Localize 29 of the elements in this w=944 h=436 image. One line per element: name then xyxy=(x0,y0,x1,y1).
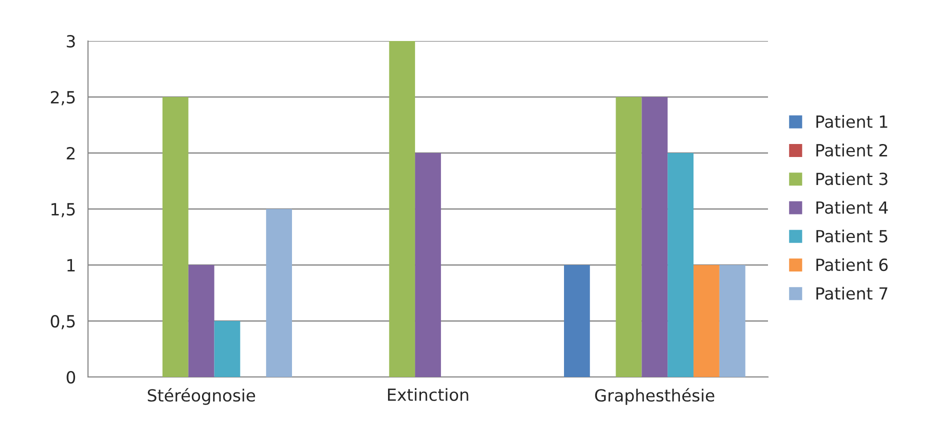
bar xyxy=(616,97,642,377)
bar xyxy=(668,153,694,377)
y-tick-label: 2 xyxy=(66,146,75,160)
legend-label: Patient 3 xyxy=(816,172,888,186)
y-tick-label: 0 xyxy=(66,370,76,384)
y-tick-label: 0,5 xyxy=(50,314,75,330)
y-tick-label: 2,5 xyxy=(50,90,75,106)
bar xyxy=(642,97,668,377)
bar xyxy=(214,321,240,377)
x-tick-label: Graphesthésie xyxy=(595,388,714,405)
legend-label: Patient 6 xyxy=(816,258,888,272)
bar xyxy=(719,265,746,377)
legend-label: Patient 7 xyxy=(816,286,888,300)
bar xyxy=(389,41,416,377)
bar xyxy=(415,153,441,377)
y-tick-label: 1,5 xyxy=(52,203,75,218)
legend-label: Patient 5 xyxy=(816,230,888,242)
bar xyxy=(266,209,292,377)
y-tick-label: 1 xyxy=(67,259,75,272)
x-tick-label: Extinction xyxy=(388,388,468,402)
y-tick-label: 3 xyxy=(66,34,75,48)
bar xyxy=(162,97,188,377)
legend-label: Patient 2 xyxy=(816,144,888,157)
bar xyxy=(188,265,214,377)
x-tick-label: Stéréognosie xyxy=(148,388,256,405)
bar xyxy=(694,265,720,377)
legend-label: Patient 4 xyxy=(816,200,888,214)
legend-label: Patient 1 xyxy=(816,115,888,128)
bar xyxy=(564,265,590,377)
